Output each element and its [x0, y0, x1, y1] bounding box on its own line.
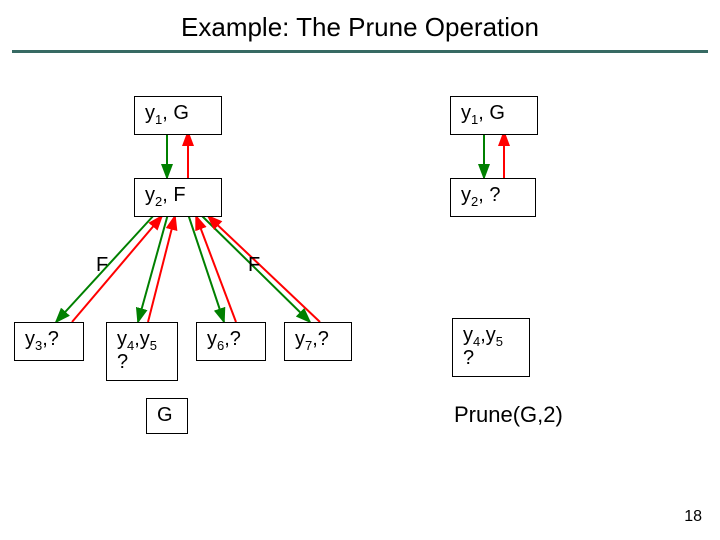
slide-title: Example: The Prune Operation [0, 12, 720, 43]
edge-8 [196, 216, 236, 322]
node-prune: Prune(G,2) [444, 398, 574, 434]
edge-7 [148, 216, 175, 322]
node-y7: y7,? [284, 322, 352, 361]
edge-9 [208, 216, 320, 322]
node-G: G [146, 398, 188, 434]
node-right_y2: y2, ? [450, 178, 536, 217]
edge-4 [188, 214, 224, 322]
edge-3 [138, 214, 168, 322]
node-y45: y4,y5? [106, 322, 178, 381]
page-number: 18 [684, 508, 702, 526]
node-left_y2: y2, F [134, 178, 222, 217]
title-rule [12, 50, 708, 53]
node-y3: y3,? [14, 322, 84, 361]
label-f-right: F [248, 254, 260, 277]
node-right_y45: y4,y5? [452, 318, 530, 377]
label-f-left: F [96, 254, 108, 277]
node-right_y1: y1, G [450, 96, 538, 135]
node-left_y1: y1, G [134, 96, 222, 135]
node-y6: y6,? [196, 322, 266, 361]
edge-6 [72, 216, 162, 322]
